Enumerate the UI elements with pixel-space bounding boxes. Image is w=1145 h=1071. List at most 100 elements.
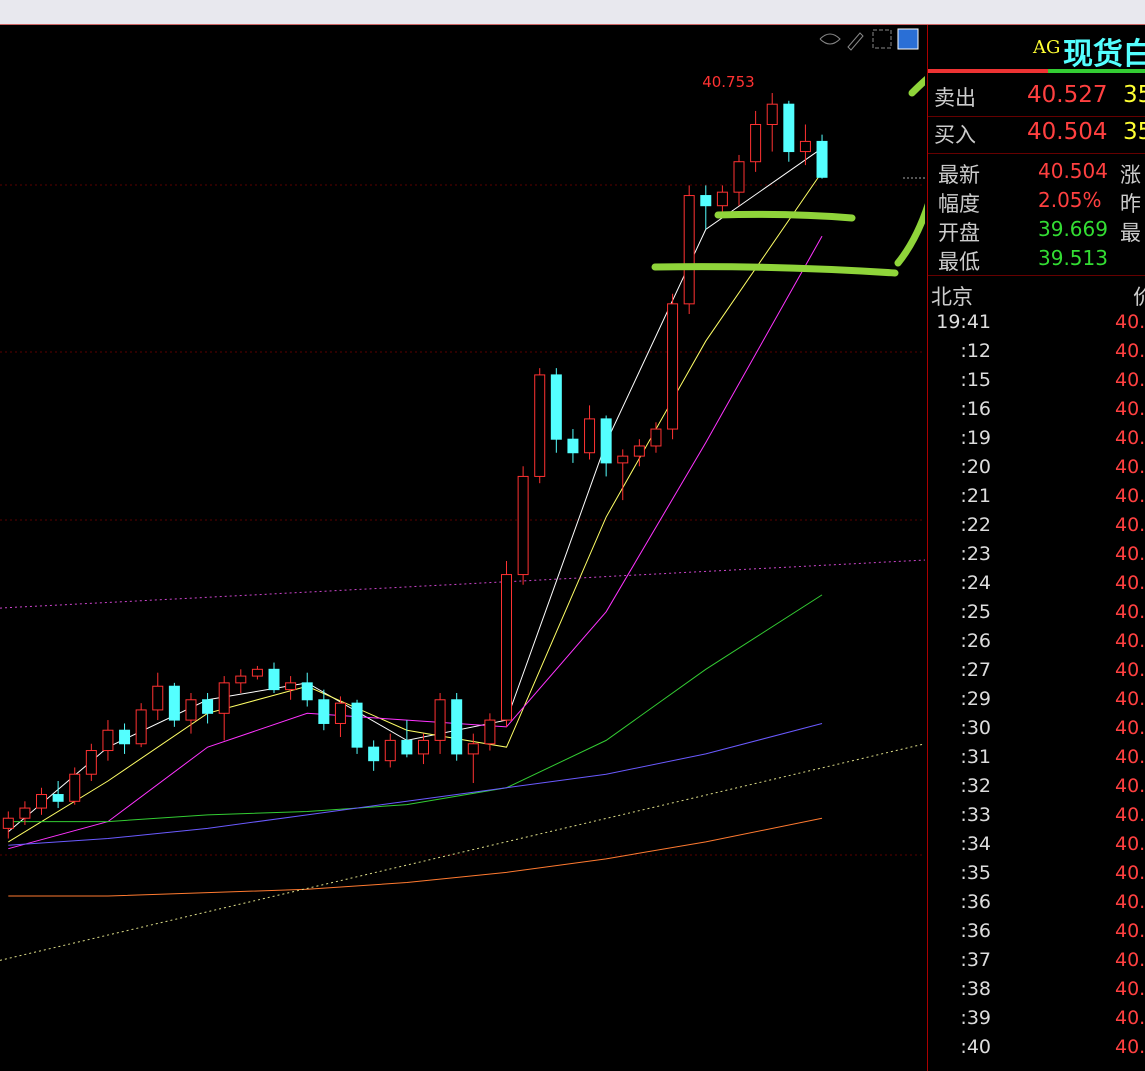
candle-body xyxy=(683,195,695,305)
tick-price: 40. xyxy=(1115,311,1145,333)
candle-body xyxy=(816,140,828,178)
tick-time: :38 xyxy=(960,978,991,1000)
stroke xyxy=(651,263,899,277)
tick-time: :30 xyxy=(960,717,991,739)
candle-body xyxy=(69,773,81,802)
tick-time: :22 xyxy=(960,514,991,536)
candle-body xyxy=(152,685,164,711)
tick-time: :15 xyxy=(960,369,991,391)
tick-price: 40. xyxy=(1115,427,1145,449)
candle-body xyxy=(334,702,346,724)
candle-body xyxy=(550,374,562,440)
info-label: 最新 xyxy=(938,163,980,187)
quote-price: 40.527 xyxy=(1027,82,1108,108)
quote-price: 40.504 xyxy=(1027,119,1108,145)
title-bar xyxy=(0,0,1145,25)
candle-body xyxy=(799,140,811,153)
candle-body xyxy=(766,103,778,125)
tick-time: :36 xyxy=(960,891,991,913)
stroke xyxy=(908,76,925,97)
ma-line xyxy=(8,171,823,843)
candle-body xyxy=(534,374,546,477)
sep xyxy=(928,275,1145,276)
name: 现货白 xyxy=(1063,37,1145,72)
candle-body xyxy=(36,794,48,809)
candle-body xyxy=(517,475,529,576)
candle-body xyxy=(301,682,313,701)
tick-price: 40. xyxy=(1115,862,1145,884)
tick-price: 40. xyxy=(1115,1007,1145,1029)
tick-time: :23 xyxy=(960,543,991,565)
tick-time: :31 xyxy=(960,746,991,768)
candle-body xyxy=(218,682,230,714)
candle-body xyxy=(600,418,612,464)
candle-body xyxy=(119,729,131,745)
candle-body xyxy=(2,817,14,829)
ticks-header: 北京 xyxy=(931,285,973,309)
candle-body xyxy=(417,739,429,755)
tick-time: :19 xyxy=(960,427,991,449)
tick-price: 40. xyxy=(1115,688,1145,710)
candle-body xyxy=(467,743,479,755)
candle-body xyxy=(368,746,380,762)
tick-price: 40. xyxy=(1115,746,1145,768)
ma-line xyxy=(0,743,925,961)
tick-price: 40. xyxy=(1115,920,1145,942)
quote-volume: 35 xyxy=(1123,119,1145,145)
hand-drawing xyxy=(651,76,925,277)
tick-price: 40. xyxy=(1115,717,1145,739)
grid-icon[interactable] xyxy=(872,29,892,49)
info-value: 40.504 xyxy=(1038,159,1108,183)
tick-price: 40. xyxy=(1115,456,1145,478)
candle-body xyxy=(716,191,728,207)
tick-price: 40. xyxy=(1115,514,1145,536)
tick-price: 40. xyxy=(1115,949,1145,971)
tick-price: 40. xyxy=(1115,833,1145,855)
candle-body xyxy=(168,685,180,721)
chart: 40.75338.55 xyxy=(0,28,925,961)
candle-body xyxy=(617,455,629,464)
candle-body xyxy=(285,682,297,691)
tick-time: :29 xyxy=(960,688,991,710)
tick-price: 40. xyxy=(1115,891,1145,913)
info-next: 涨 xyxy=(1120,163,1141,187)
tick-price: 40. xyxy=(1115,398,1145,420)
info-label: 开盘 xyxy=(938,221,980,245)
candle-body xyxy=(85,750,97,775)
toolbar[interactable] xyxy=(819,28,919,51)
ma-line xyxy=(8,235,823,850)
sep xyxy=(928,153,1145,154)
tick-price: 40. xyxy=(1115,659,1145,681)
tick-price: 40. xyxy=(1115,978,1145,1000)
candle-body xyxy=(584,418,596,454)
tick-price: 40. xyxy=(1115,340,1145,362)
panel-icon[interactable] xyxy=(897,28,919,50)
tick-time: :27 xyxy=(960,659,991,681)
candle-body xyxy=(401,739,413,755)
tick-time: :33 xyxy=(960,804,991,826)
tick-price: 40. xyxy=(1115,369,1145,391)
ma-line xyxy=(8,722,823,846)
bar-red xyxy=(928,69,1048,73)
ma-line xyxy=(7,147,823,833)
candle-body xyxy=(750,123,762,163)
candle-body xyxy=(235,675,247,684)
bar-green xyxy=(1048,69,1145,73)
ma-line xyxy=(8,817,823,897)
tick-price: 40. xyxy=(1115,543,1145,565)
eye-icon[interactable] xyxy=(819,33,841,45)
candle-body xyxy=(135,709,147,745)
tick-time: :36 xyxy=(960,920,991,942)
tick-price: 40. xyxy=(1115,1036,1145,1058)
tick-time: :40 xyxy=(960,1036,991,1058)
candle-body xyxy=(434,699,446,741)
edit-icon[interactable] xyxy=(847,32,864,51)
tick-price: 40. xyxy=(1115,630,1145,652)
candle-body xyxy=(650,428,662,447)
candle-body xyxy=(667,303,679,430)
candle-body xyxy=(384,739,396,762)
info-label: 最低 xyxy=(938,250,980,274)
candle-body xyxy=(351,702,363,748)
tick-time: :37 xyxy=(960,949,991,971)
